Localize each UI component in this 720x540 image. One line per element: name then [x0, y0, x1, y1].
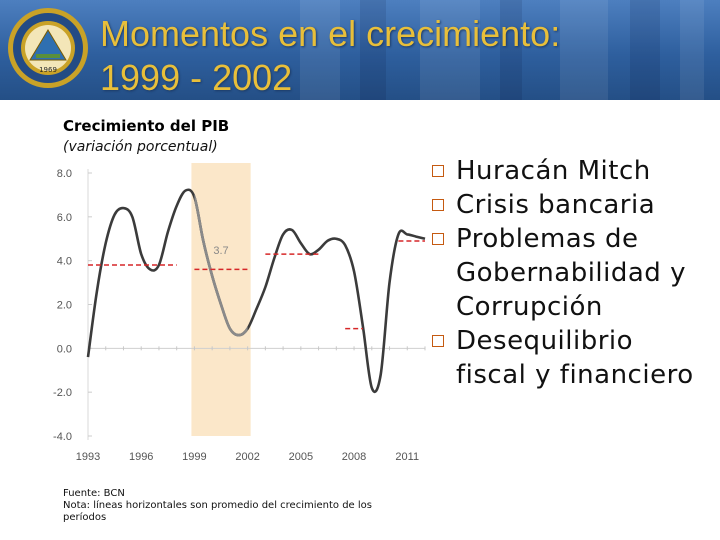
bullet-text: Problemas de Gobernabilidad y Corrupción	[456, 224, 686, 322]
chart-title: Crecimiento del PIB	[63, 117, 230, 135]
bullet-box-icon	[432, 335, 444, 347]
footnote-line-2: períodos	[63, 512, 107, 523]
chart-subtitle: (variación porcentual)	[63, 139, 218, 155]
y-tick-label: 0.0	[57, 343, 72, 355]
bullet-text: Huracán Mitch	[456, 156, 651, 186]
seal-year: 1969	[39, 66, 57, 74]
x-tick-label: 1996	[129, 451, 153, 463]
bullet-box-icon	[432, 199, 444, 211]
title-banner: 1969 Momentos en el crecimiento: 1999 - …	[0, 0, 720, 100]
bullet-item: Crisis bancaria	[432, 188, 712, 222]
highlight-band	[191, 163, 251, 436]
y-tick-label: 2.0	[57, 300, 72, 312]
x-tick-label: 2008	[342, 451, 366, 463]
bullet-text: Desequilibrio fiscal y financiero	[456, 326, 694, 390]
bullet-box-icon	[432, 165, 444, 177]
average-annotation: 3.7	[213, 245, 228, 257]
bullet-item: Desequilibrio fiscal y financiero	[432, 324, 712, 392]
y-tick-label: -4.0	[53, 431, 72, 443]
chart-notes: Fuente: BCN Nota: líneas horizontales so…	[63, 488, 372, 524]
bullet-item: Huracán Mitch	[432, 154, 712, 188]
title-line-1: Momentos en el crecimiento:	[100, 13, 561, 54]
bullet-text: Crisis bancaria	[456, 190, 656, 220]
source-note: Fuente: BCN	[63, 488, 125, 499]
gdp-growth-line	[86, 188, 426, 394]
central-bank-seal-icon: 1969	[8, 8, 88, 88]
y-tick-label: -2.0	[53, 387, 72, 399]
x-tick-label: 1999	[182, 451, 206, 463]
x-tick-label: 1993	[76, 451, 100, 463]
gdp-growth-line-highlight	[194, 193, 248, 337]
bullet-item: Problemas de Gobernabilidad y Corrupción	[432, 222, 712, 324]
bullet-list: Huracán Mitch Crisis bancaria Problemas …	[432, 154, 712, 392]
x-tick-label: 2011	[395, 451, 419, 463]
y-tick-label: 8.0	[57, 168, 72, 180]
y-tick-label: 6.0	[57, 212, 72, 224]
x-tick-label: 2002	[235, 451, 259, 463]
bullet-box-icon	[432, 233, 444, 245]
title-line-2: 1999 - 2002	[100, 57, 293, 98]
x-tick-label: 2005	[289, 451, 313, 463]
slide-title: Momentos en el crecimiento: 1999 - 2002	[100, 12, 560, 100]
gdp-growth-chart: 8.0 6.0 4.0 2.0 0.0 -2.0 -4.0 1993 1996 1999 2002 2…	[53, 163, 426, 463]
footnote-line-1: Nota: líneas horizontales son promedio d…	[63, 500, 372, 511]
y-tick-label: 4.0	[57, 256, 72, 268]
